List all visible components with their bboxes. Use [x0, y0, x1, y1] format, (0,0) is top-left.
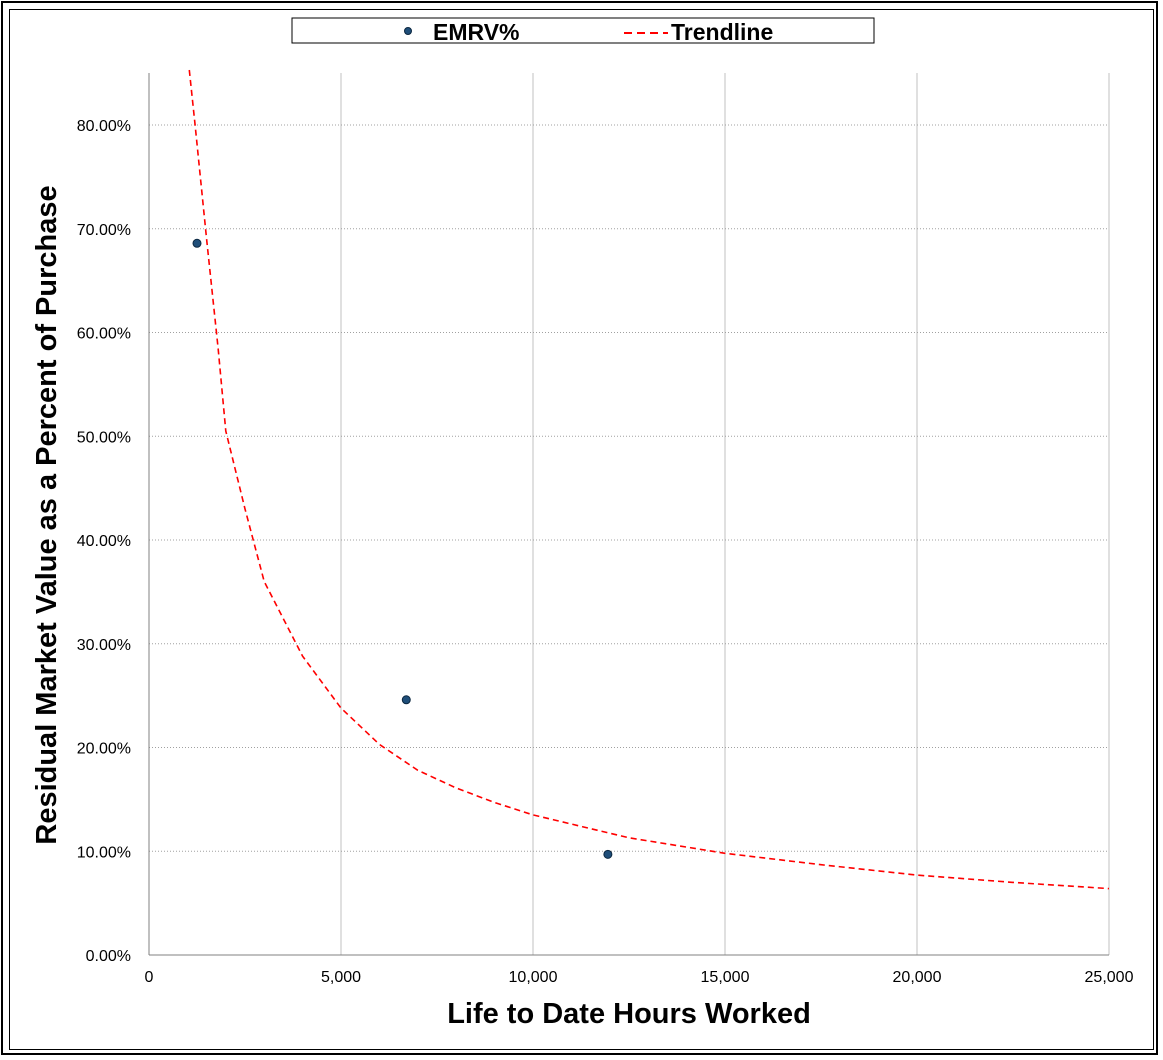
y-tick-label: 0.00%	[86, 948, 131, 965]
tick-labels: 0 5,000 10,000 15,000 20,000 25,000 0.00% 10.00…	[77, 118, 1134, 986]
x-axis-title: Life to Date Hours Worked	[447, 998, 811, 1030]
y-tick-label: 70.00%	[77, 222, 131, 239]
x-tick-label: 10,000	[509, 969, 558, 986]
emrv-point	[192, 238, 202, 248]
chart-inner-border	[9, 9, 1154, 1050]
x-tick-label: 20,000	[893, 969, 942, 986]
x-tick-label: 0	[145, 969, 154, 986]
legend-box	[291, 17, 875, 44]
trendline-layer	[188, 69, 1110, 890]
y-tick-label: 30.00%	[77, 637, 131, 654]
legend-emrv-marker	[404, 27, 412, 35]
legend-trendline-label: Trendline	[671, 19, 773, 45]
y-tick-label: 40.00%	[77, 533, 131, 550]
y-tick-label: 20.00%	[77, 741, 131, 758]
y-axis-title: Residual Market Value as a Percent of Pu…	[31, 185, 63, 844]
emrv-point	[603, 849, 613, 859]
scatter-points-layer	[192, 238, 613, 859]
y-tick-label: 50.00%	[77, 429, 131, 446]
emrv-point	[401, 695, 411, 705]
y-tick-label: 60.00%	[77, 326, 131, 343]
y-tick-label: 10.00%	[77, 844, 131, 861]
y-tick-label: 80.00%	[77, 118, 131, 135]
grid-lines	[149, 73, 1110, 955]
axes	[148, 73, 1109, 956]
trendline-path	[188, 69, 1110, 890]
x-tick-label: 5,000	[321, 969, 361, 986]
legend: EMRV% Trendline	[291, 17, 875, 45]
x-tick-label: 15,000	[701, 969, 750, 986]
x-tick-label: 25,000	[1085, 969, 1134, 986]
legend-emrv-label: EMRV%	[433, 19, 520, 45]
